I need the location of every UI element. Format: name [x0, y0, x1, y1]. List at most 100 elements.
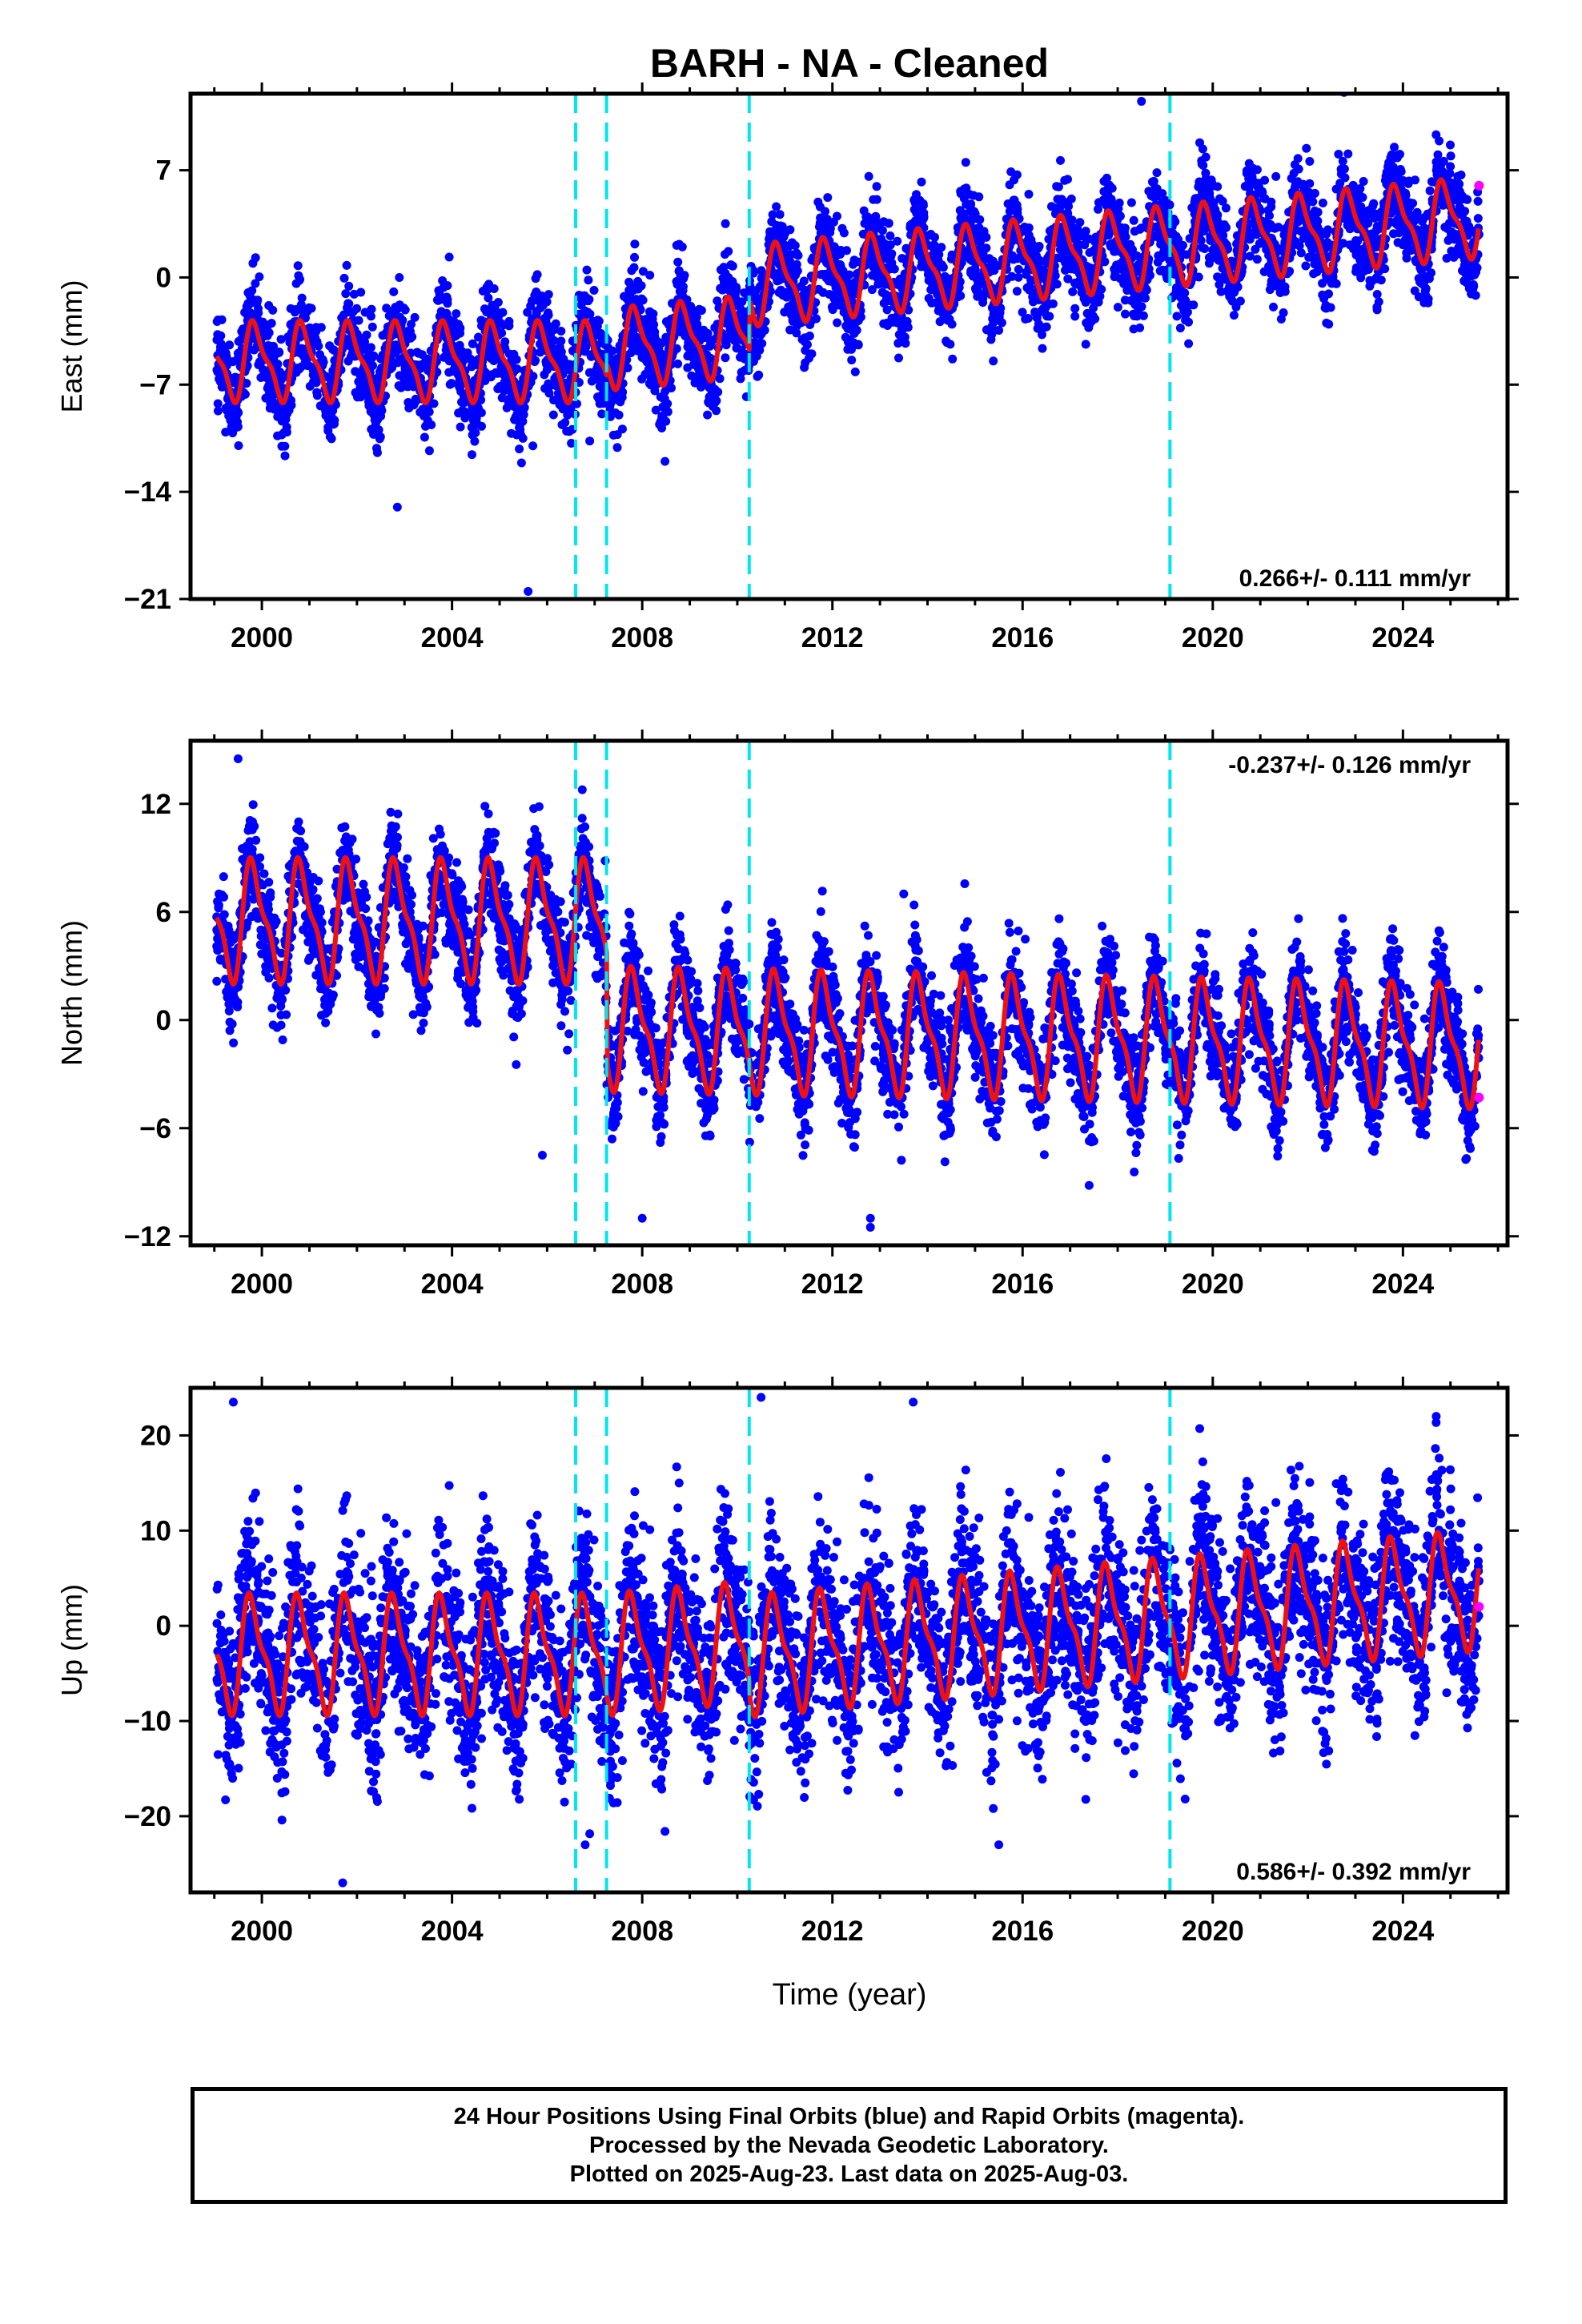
data-point — [1213, 272, 1223, 282]
data-point — [726, 260, 736, 270]
data-point — [821, 207, 830, 216]
data-point — [833, 318, 842, 328]
data-point — [407, 320, 416, 329]
data-point — [1081, 298, 1090, 307]
data-point — [1115, 211, 1125, 221]
data-point — [248, 259, 258, 268]
data-point — [612, 430, 622, 440]
data-point — [295, 275, 305, 284]
data-point — [830, 296, 840, 305]
data-point — [1152, 168, 1162, 178]
data-point — [582, 294, 592, 303]
data-point — [1338, 156, 1347, 166]
data-point — [1038, 304, 1048, 314]
data-point — [1054, 182, 1063, 191]
data-point — [266, 399, 275, 408]
data-point — [721, 353, 730, 363]
data-point — [626, 293, 636, 303]
data-point — [657, 424, 667, 432]
data-point — [1024, 190, 1034, 199]
data-point — [1226, 289, 1235, 298]
data-point — [961, 158, 970, 167]
data-point — [706, 340, 716, 350]
data-point — [427, 420, 436, 429]
data-point — [1206, 254, 1215, 263]
data-point — [277, 441, 287, 451]
data-point — [970, 207, 979, 216]
data-point — [692, 312, 701, 322]
data-point — [264, 301, 274, 310]
data-point — [1231, 302, 1241, 312]
data-point — [860, 219, 869, 228]
data-point — [897, 335, 906, 344]
data-point — [1062, 198, 1071, 207]
data-point — [719, 282, 729, 292]
data-point — [367, 322, 377, 332]
data-point — [997, 318, 1006, 328]
data-point — [626, 348, 636, 357]
panel-1: 2000 2004 2008 2012 2016 2020 202470−7−14−21Ea… — [55, 82, 1519, 653]
data-point — [557, 420, 567, 429]
data-point — [660, 394, 669, 404]
data-point — [1359, 177, 1368, 186]
data-point — [468, 450, 476, 460]
data-point — [1009, 195, 1018, 205]
data-point — [1374, 297, 1383, 307]
data-point — [1340, 173, 1350, 183]
data-point — [1068, 287, 1078, 296]
data-point — [674, 267, 684, 276]
data-point — [937, 243, 946, 252]
data-point — [1170, 217, 1180, 227]
data-point — [917, 177, 926, 187]
data-point — [753, 372, 762, 381]
data-point — [683, 342, 693, 352]
data-point — [364, 401, 374, 411]
chart-title: BARH - NA - Cleaned — [650, 41, 1049, 86]
data-point — [1070, 312, 1080, 321]
data-point — [472, 420, 482, 429]
data-point — [551, 319, 560, 328]
data-point — [1255, 239, 1264, 248]
data-point — [928, 280, 938, 290]
data-point — [1214, 218, 1223, 227]
data-point — [1022, 283, 1032, 292]
data-point — [287, 400, 296, 410]
data-point — [882, 305, 892, 315]
data-point — [515, 423, 524, 432]
data-point — [1360, 209, 1370, 219]
data-point — [280, 451, 290, 460]
data-point — [871, 211, 881, 221]
data-point — [623, 363, 632, 372]
data-point — [1322, 318, 1331, 328]
data-point — [515, 444, 524, 454]
data-point — [1194, 182, 1203, 191]
data-point — [989, 318, 998, 328]
data-point — [1334, 150, 1343, 159]
data-point — [1184, 339, 1194, 348]
data-point — [1301, 261, 1311, 271]
data-point — [216, 339, 226, 348]
data-point — [833, 211, 841, 221]
data-point — [637, 374, 647, 384]
data-point — [593, 392, 602, 402]
data-point — [864, 171, 873, 181]
data-point — [1253, 189, 1263, 199]
data-point — [1181, 316, 1191, 325]
data-point — [323, 426, 333, 436]
data-point — [775, 210, 785, 219]
data-point — [276, 335, 286, 344]
data-point — [342, 260, 351, 270]
data-point — [584, 275, 593, 285]
data-point — [678, 286, 688, 296]
data-point — [516, 458, 526, 468]
data-point — [1457, 191, 1467, 200]
data-point — [790, 241, 800, 251]
data-point — [661, 456, 670, 466]
data-point — [630, 239, 640, 249]
data-point — [982, 325, 991, 335]
plot-area — [212, 94, 1484, 596]
data-point — [1433, 150, 1443, 159]
data-point — [1012, 170, 1022, 179]
data-point — [1390, 143, 1399, 152]
data-point — [330, 419, 339, 428]
